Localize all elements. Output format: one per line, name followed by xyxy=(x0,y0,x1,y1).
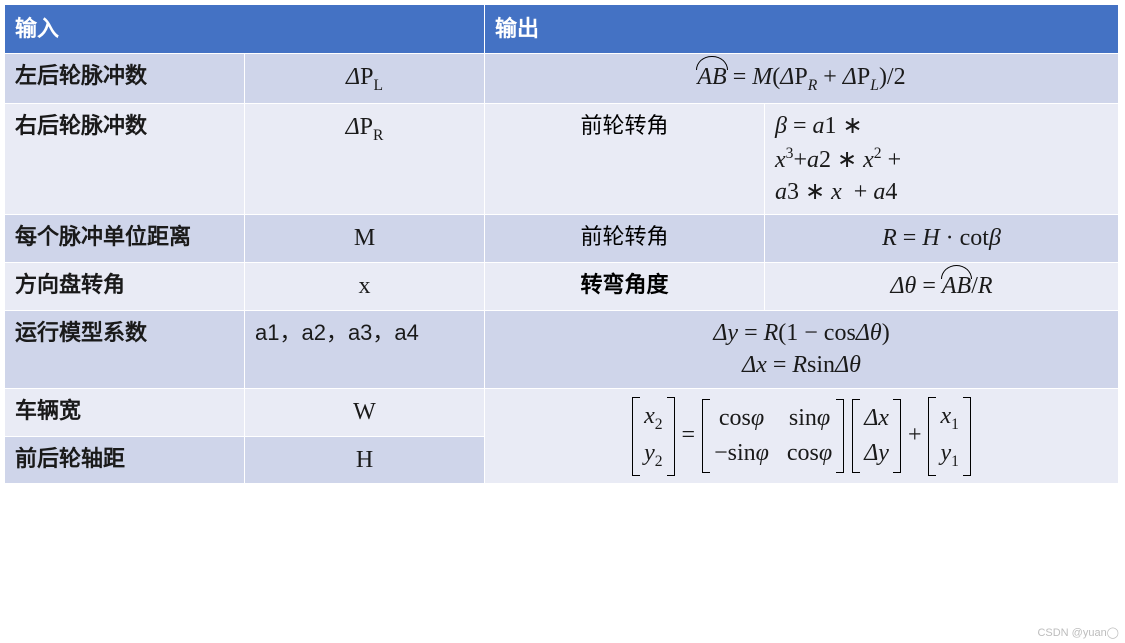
input-label: 运行模型系数 xyxy=(5,311,245,389)
table-row: 车辆宽 W x2 y2 = cosφ sinφ −sinφ cosφ xyxy=(5,388,1119,436)
input-symbol: H xyxy=(245,436,485,484)
input-label: 每个脉冲单位距离 xyxy=(5,215,245,263)
matrix-2: cosφ sinφ −sinφ cosφ xyxy=(702,399,844,473)
input-label: 左后轮脉冲数 xyxy=(5,53,245,103)
table-row: 运行模型系数 a1，a2，a3，a4 Δy = R(1 − cosΔθ)Δx =… xyxy=(5,311,1119,389)
input-label: 前后轮轴距 xyxy=(5,436,245,484)
output-formula: Δθ = AB/R xyxy=(765,263,1119,311)
output-label: 前轮转角 xyxy=(485,104,765,215)
io-table: 输入 输出 左后轮脉冲数 ΔPL AB = M(ΔPR + ΔPL)/2 右后轮… xyxy=(4,4,1119,484)
input-label: 右后轮脉冲数 xyxy=(5,104,245,215)
input-symbol: ΔPL xyxy=(245,53,485,103)
matrix-4: x1 y1 xyxy=(928,397,970,476)
output-formula: Δy = R(1 − cosΔθ)Δx = RsinΔθ xyxy=(485,311,1119,389)
io-table-container: 输入 输出 左后轮脉冲数 ΔPL AB = M(ΔPR + ΔPL)/2 右后轮… xyxy=(4,4,1119,484)
input-symbol: W xyxy=(245,388,485,436)
output-formula: AB = M(ΔPR + ΔPL)/2 xyxy=(485,53,1119,103)
output-matrix-formula: x2 y2 = cosφ sinφ −sinφ cosφ Δx xyxy=(485,388,1119,484)
input-symbol: x xyxy=(245,263,485,311)
table-row: 右后轮脉冲数 ΔPR 前轮转角 β = a1 ∗x3+a2 ∗ x2 +a3 ∗… xyxy=(5,104,1119,215)
input-label: 方向盘转角 xyxy=(5,263,245,311)
output-formula: β = a1 ∗x3+a2 ∗ x2 +a3 ∗ x + a4 xyxy=(765,104,1119,215)
table-row: 方向盘转角 x 转弯角度 Δθ = AB/R xyxy=(5,263,1119,311)
matrix-1: x2 y2 xyxy=(632,397,674,476)
table-row: 左后轮脉冲数 ΔPL AB = M(ΔPR + ΔPL)/2 xyxy=(5,53,1119,103)
output-label: 前轮转角 xyxy=(485,215,765,263)
header-input: 输入 xyxy=(5,5,485,54)
table-header-row: 输入 输出 xyxy=(5,5,1119,54)
output-label: 转弯角度 xyxy=(485,263,765,311)
output-formula: R = H · cotβ xyxy=(765,215,1119,263)
input-symbol: a1，a2，a3，a4 xyxy=(245,311,485,389)
watermark: CSDN @yuan◯ xyxy=(1037,626,1119,639)
input-label: 车辆宽 xyxy=(5,388,245,436)
input-symbol: M xyxy=(245,215,485,263)
header-output: 输出 xyxy=(485,5,1119,54)
matrix-3: Δx Δy xyxy=(852,399,901,473)
input-symbol: ΔPR xyxy=(245,104,485,215)
table-row: 每个脉冲单位距离 M 前轮转角 R = H · cotβ xyxy=(5,215,1119,263)
